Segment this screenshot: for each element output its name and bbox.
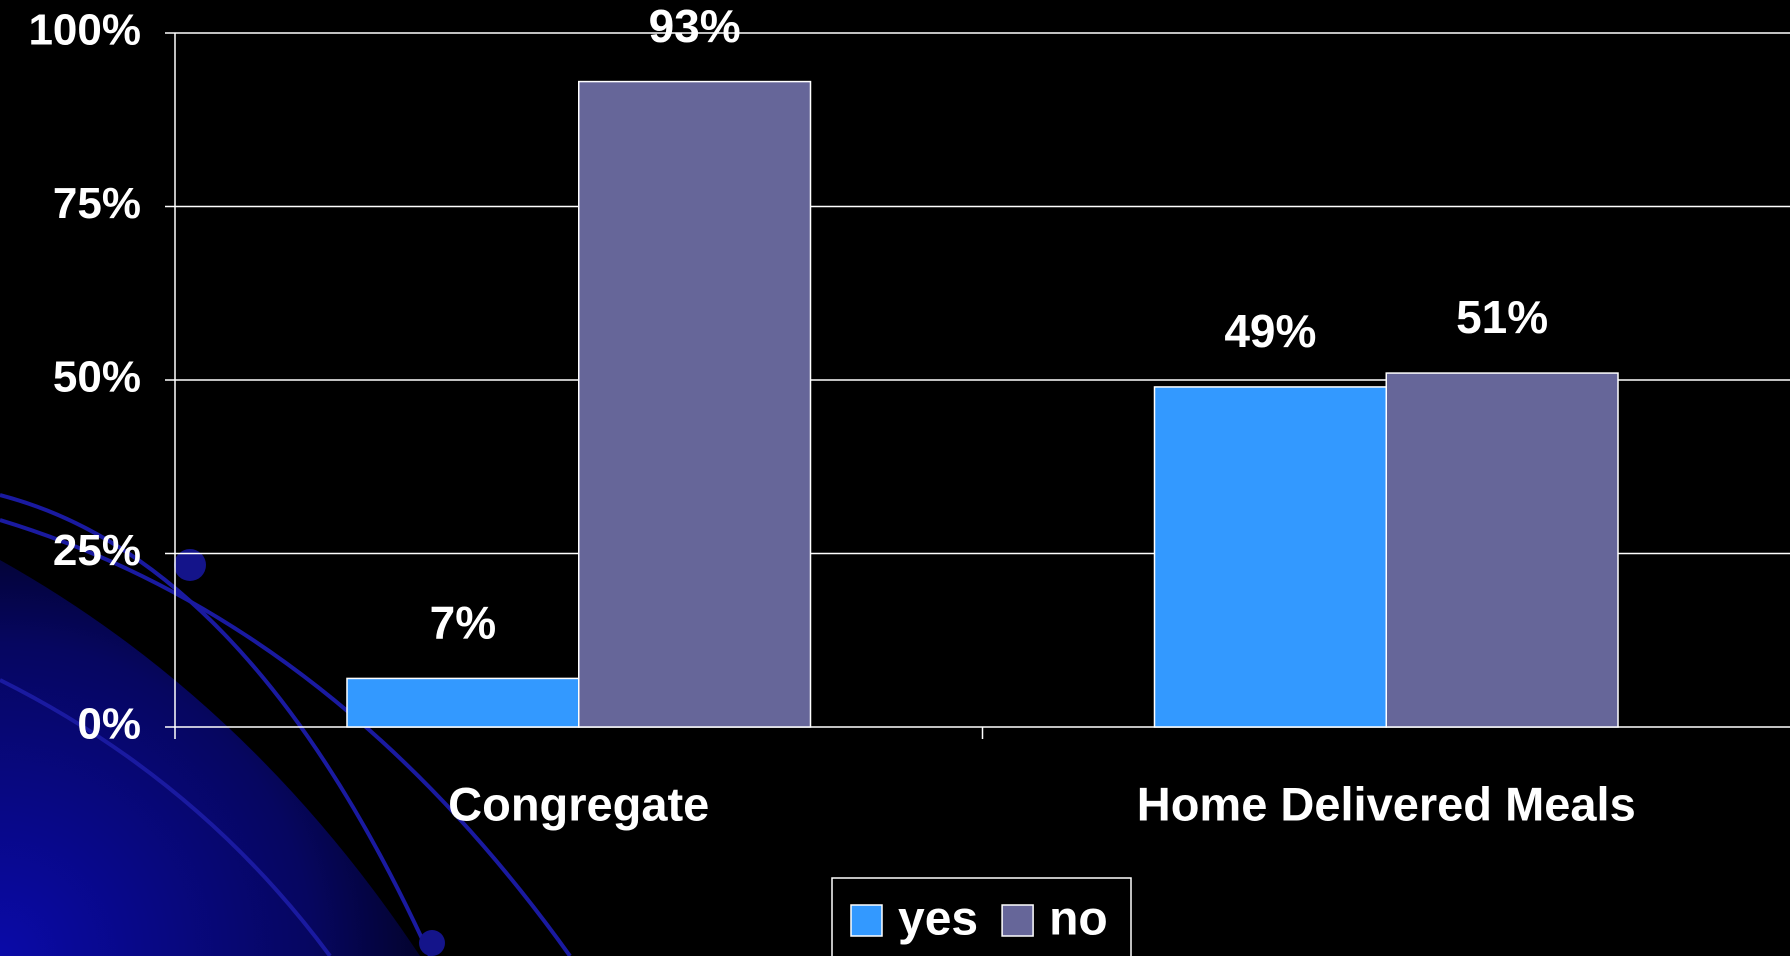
legend-swatch <box>1001 904 1034 937</box>
value-label: 49% <box>1224 305 1316 357</box>
background-dot <box>174 549 206 581</box>
x-tick-label: Congregate <box>448 777 709 830</box>
bar <box>578 80 812 728</box>
background-arcs <box>0 493 572 956</box>
x-tick-label: Home Delivered Meals <box>1137 777 1636 830</box>
legend-swatch <box>850 904 883 937</box>
bar <box>1385 372 1619 728</box>
legend-label: yes <box>898 893 978 946</box>
legend: yes no <box>850 893 1108 946</box>
plot-area: 0% 25% 50% 75% 100% Congregate 7% 93% Home Deliv… <box>28 0 1790 830</box>
y-tick-label: 0% <box>77 700 141 749</box>
y-tick-label: 50% <box>53 353 141 402</box>
y-tick-label: 100% <box>28 6 141 55</box>
background-dot <box>419 930 445 956</box>
bar <box>346 677 580 728</box>
value-label: 7% <box>430 597 496 649</box>
value-label: 51% <box>1456 291 1548 343</box>
y-tick-label: 75% <box>53 179 141 228</box>
value-label: 93% <box>649 0 741 52</box>
y-tick-label: 25% <box>53 526 141 575</box>
legend-label: no <box>1049 893 1108 946</box>
bar <box>1153 386 1388 728</box>
background-glow <box>0 560 420 956</box>
